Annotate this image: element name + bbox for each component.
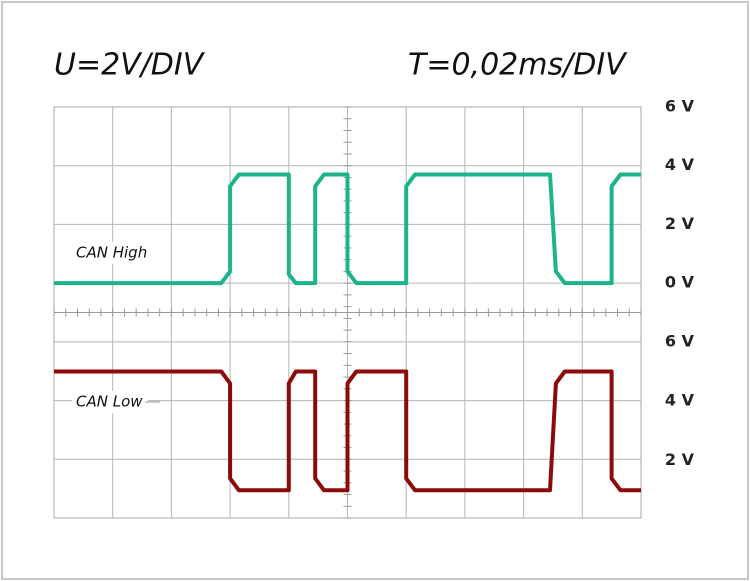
y-tick-label: 6 V xyxy=(665,97,695,116)
y-tick-label: 4 V xyxy=(665,391,695,410)
y-tick-label: 2 V xyxy=(665,450,695,469)
label-bg xyxy=(72,242,148,264)
series-label: CAN Low xyxy=(76,393,143,411)
center-axes xyxy=(53,106,642,519)
label-bg xyxy=(72,391,148,413)
voltage-scale: U=2V/DIV xyxy=(54,48,206,83)
y-tick-label: 2 V xyxy=(665,214,695,233)
y-tick-label: 6 V xyxy=(665,331,695,350)
series-label: CAN High xyxy=(76,244,147,262)
signal-trace xyxy=(54,172,641,286)
signal-trace xyxy=(54,369,641,493)
time-scale: T=0,02ms/DIV xyxy=(408,48,628,83)
y-tick-label: 4 V xyxy=(665,155,695,174)
y-tick-label: 0 V xyxy=(665,273,695,292)
